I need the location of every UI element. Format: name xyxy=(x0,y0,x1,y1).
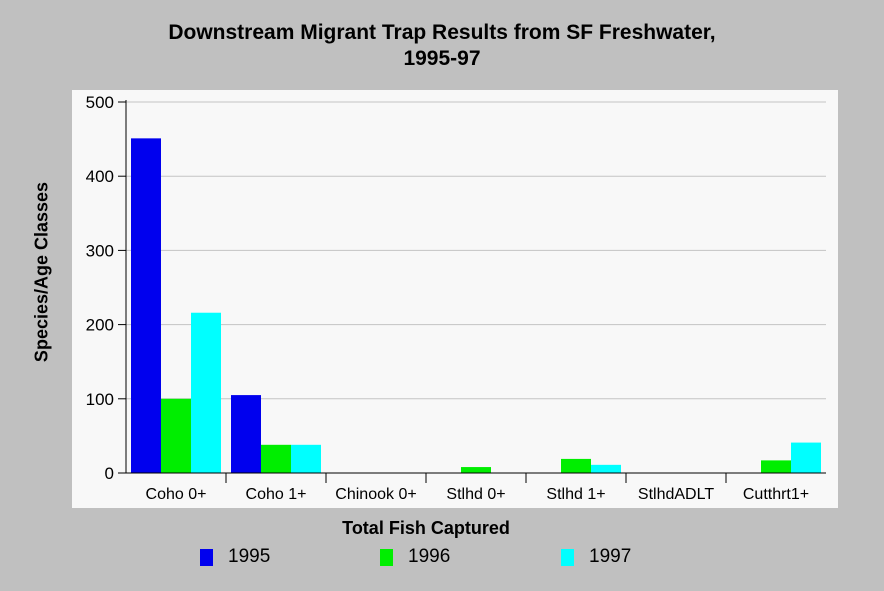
x-tick-label: StlhdADLT xyxy=(638,486,714,503)
bar-1995-0 xyxy=(131,138,161,473)
bar-1996-4 xyxy=(561,458,591,473)
bar-1996-1 xyxy=(261,444,291,473)
y-tick-label: 400 xyxy=(86,167,114,186)
y-tick-label: 500 xyxy=(86,93,114,112)
bar-1995-1 xyxy=(231,395,261,473)
legend-item-1997: 1997 xyxy=(561,546,631,568)
bar-1996-3 xyxy=(461,467,491,473)
legend-item-1995: 1995 xyxy=(200,546,270,568)
legend-label: 1995 xyxy=(228,546,271,567)
x-tick-label: Cutthrt1+ xyxy=(743,486,809,503)
y-tick-label: 300 xyxy=(86,241,114,260)
x-tick-label: Coho 1+ xyxy=(246,486,307,503)
x-tick-label: Stlhd 0+ xyxy=(446,486,505,503)
x-axis-label: Total Fish Captured xyxy=(342,518,510,538)
bar-1997-1 xyxy=(291,444,321,473)
y-tick-label: 100 xyxy=(86,390,114,409)
legend-swatch xyxy=(561,548,574,566)
bar-1997-4 xyxy=(591,464,621,473)
y-axis-label: Species/Age Classes xyxy=(31,181,52,363)
bar-1996-0 xyxy=(161,398,191,473)
x-tick-label: Chinook 0+ xyxy=(335,486,416,503)
legend-swatch xyxy=(200,548,213,566)
legend-swatch xyxy=(380,548,393,566)
bar-1996-6 xyxy=(761,460,791,473)
y-tick-label: 200 xyxy=(86,316,114,335)
chart-title-line-1: Downstream Migrant Trap Results from SF … xyxy=(168,21,716,44)
bar-1997-6 xyxy=(791,442,821,473)
x-tick-label: Coho 0+ xyxy=(146,486,207,503)
legend-label: 1996 xyxy=(408,546,451,567)
chart-title-line-2: 1995-97 xyxy=(403,47,481,70)
legend-label: 1997 xyxy=(589,546,632,567)
bar-1997-0 xyxy=(191,312,221,473)
x-tick-label: Stlhd 1+ xyxy=(546,486,605,503)
chart-title: Downstream Migrant Trap Results from SF … xyxy=(0,20,884,72)
legend-item-1996: 1996 xyxy=(380,546,450,568)
y-tick-label: 0 xyxy=(105,464,114,483)
